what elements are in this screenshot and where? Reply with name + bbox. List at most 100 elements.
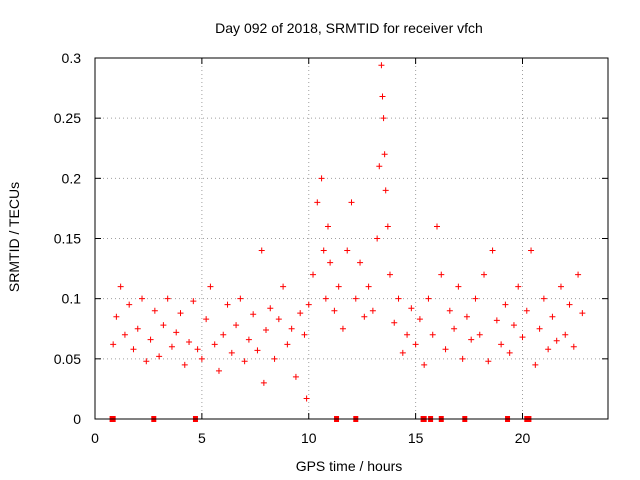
data-point bbox=[203, 316, 210, 323]
data-point bbox=[425, 295, 432, 302]
x-tick-label: 0 bbox=[91, 430, 99, 446]
data-point bbox=[361, 313, 368, 320]
data-point bbox=[485, 358, 492, 365]
data-point bbox=[540, 295, 547, 302]
y-tick-label: 0.25 bbox=[54, 110, 81, 126]
data-point bbox=[532, 361, 539, 368]
data-point bbox=[399, 349, 406, 356]
data-point bbox=[324, 223, 331, 230]
data-point bbox=[416, 316, 423, 323]
chart-title: Day 092 of 2018, SRMTID for receiver vfc… bbox=[215, 20, 483, 36]
data-point bbox=[468, 336, 475, 343]
data-point bbox=[250, 311, 257, 318]
data-point bbox=[271, 355, 278, 362]
data-point bbox=[562, 331, 569, 338]
data-point bbox=[113, 313, 120, 320]
data-point bbox=[549, 313, 556, 320]
data-point bbox=[519, 334, 526, 341]
data-point bbox=[233, 322, 240, 329]
data-point bbox=[263, 326, 269, 333]
data-point bbox=[502, 301, 509, 308]
data-point bbox=[164, 295, 171, 302]
data-point bbox=[292, 373, 299, 380]
data-point bbox=[297, 310, 304, 317]
data-point bbox=[391, 319, 398, 326]
data-point bbox=[382, 187, 389, 194]
data-point bbox=[310, 271, 317, 278]
data-point bbox=[412, 341, 419, 348]
data-point bbox=[143, 358, 150, 365]
data-point bbox=[429, 331, 436, 338]
x-tick-label: 15 bbox=[408, 430, 424, 446]
data-point bbox=[545, 346, 552, 353]
data-point bbox=[395, 295, 402, 302]
data-point bbox=[173, 329, 180, 336]
data-point bbox=[339, 325, 346, 332]
data-point bbox=[379, 93, 386, 100]
data-point bbox=[228, 349, 235, 356]
data-point bbox=[260, 379, 267, 386]
data-point bbox=[374, 235, 381, 242]
y-tick-label: 0.3 bbox=[62, 50, 82, 66]
data-point bbox=[357, 259, 364, 266]
data-point bbox=[258, 247, 265, 254]
data-point bbox=[472, 295, 479, 302]
data-point bbox=[369, 307, 376, 314]
data-points bbox=[110, 62, 586, 402]
x-tick-label: 5 bbox=[198, 430, 206, 446]
data-point bbox=[160, 322, 167, 329]
data-point bbox=[130, 346, 137, 353]
data-point bbox=[267, 305, 274, 312]
data-point bbox=[348, 199, 355, 206]
data-point bbox=[156, 353, 163, 360]
data-point bbox=[380, 115, 387, 122]
data-point bbox=[121, 331, 128, 338]
data-point bbox=[168, 343, 175, 350]
data-point bbox=[493, 317, 500, 324]
y-tick-label: 0.1 bbox=[62, 291, 82, 307]
plot-frame bbox=[94, 57, 609, 420]
data-point bbox=[376, 163, 383, 170]
data-point bbox=[579, 310, 586, 317]
data-point bbox=[421, 361, 428, 368]
data-point bbox=[177, 310, 184, 317]
data-point bbox=[455, 283, 462, 290]
data-point bbox=[320, 247, 327, 254]
data-point bbox=[365, 283, 372, 290]
x-tick-label: 10 bbox=[301, 430, 317, 446]
data-point bbox=[344, 247, 351, 254]
data-point bbox=[301, 331, 308, 338]
data-point bbox=[245, 336, 252, 343]
y-axis-label: SRMTID / TECUs bbox=[6, 182, 22, 292]
data-point bbox=[489, 247, 496, 254]
data-point bbox=[335, 283, 342, 290]
data-point bbox=[322, 295, 329, 302]
y-tick-label: 0.05 bbox=[54, 351, 81, 367]
data-point bbox=[186, 338, 193, 345]
data-point bbox=[303, 395, 310, 402]
data-point bbox=[352, 295, 359, 302]
data-point bbox=[575, 271, 582, 278]
data-point bbox=[237, 295, 244, 302]
data-point bbox=[404, 331, 411, 338]
data-point bbox=[207, 283, 214, 290]
data-point bbox=[463, 313, 470, 320]
data-point bbox=[331, 307, 338, 314]
data-point bbox=[506, 349, 513, 356]
data-point bbox=[139, 295, 146, 302]
data-point bbox=[523, 307, 530, 314]
data-point bbox=[147, 336, 154, 343]
data-point bbox=[215, 367, 222, 374]
data-point bbox=[481, 271, 488, 278]
x-axis-label: GPS time / hours bbox=[296, 458, 403, 474]
data-point bbox=[515, 283, 522, 290]
data-point bbox=[126, 301, 133, 308]
data-point bbox=[327, 259, 334, 266]
data-point bbox=[386, 271, 393, 278]
data-point bbox=[110, 341, 117, 348]
data-point bbox=[198, 355, 205, 362]
data-point bbox=[220, 331, 227, 338]
data-point bbox=[117, 283, 124, 290]
data-point bbox=[459, 355, 466, 362]
